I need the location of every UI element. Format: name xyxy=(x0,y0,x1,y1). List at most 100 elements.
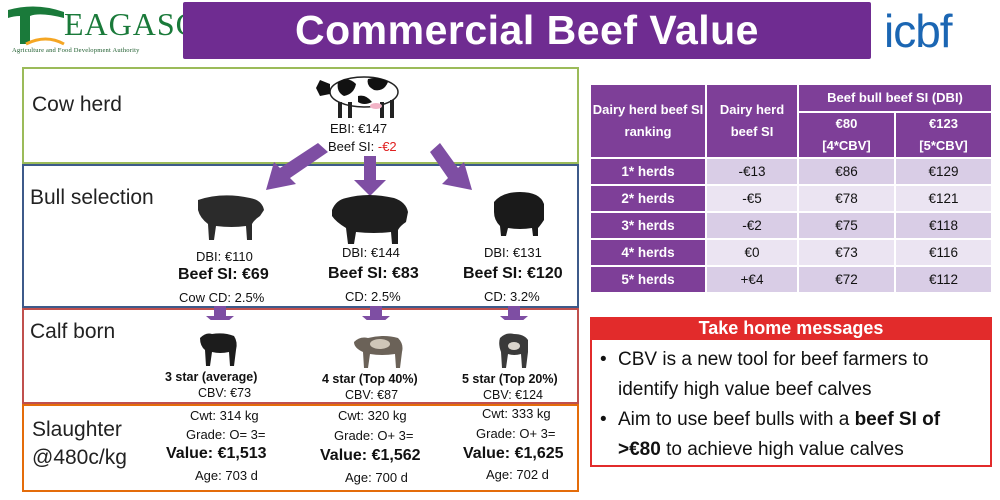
header-dbi-80: €80 [4*CBV] xyxy=(798,112,895,158)
row-dbi-80: €86 xyxy=(798,158,895,185)
row-herd: 3* herds xyxy=(590,212,706,239)
header-dbi-80-cbv: [4*CBV] xyxy=(822,138,871,153)
cow-beef-si: Beef SI: -€2 xyxy=(328,139,397,154)
arrow-cow-to-bull-center xyxy=(354,156,386,196)
take-home-box: Take home messages • CBV is a new tool f… xyxy=(590,317,992,467)
row-dbi-123: €112 xyxy=(895,266,992,293)
header: EAGASC Agriculture and Food Development … xyxy=(0,0,1000,62)
row-herd-si: -€13 xyxy=(706,158,798,185)
table-row: 3* herds -€2 €75 €118 xyxy=(590,212,992,239)
arrow-bull-to-calf-center xyxy=(362,306,390,320)
bull-3-cd: CD: 3.2% xyxy=(484,289,540,304)
header-dbi-123: €123 [5*CBV] xyxy=(895,112,992,158)
slaughter-2-cwt: Cwt: 320 kg xyxy=(338,408,407,423)
table-row: 1* herds -€13 €86 €129 xyxy=(590,158,992,185)
list-item: • CBV is a new tool for beef farmers to … xyxy=(600,345,986,405)
slaughter-2-grade: Grade: O+ 3= xyxy=(334,428,414,443)
row-dbi-80: €78 xyxy=(798,185,895,212)
header-dbi-123-value: €123 xyxy=(929,116,958,131)
bull-2-beef-si: Beef SI: €83 xyxy=(328,265,419,282)
slaughter-3-grade: Grade: O+ 3= xyxy=(476,426,556,441)
bull-selection-label: Bull selection xyxy=(30,186,154,209)
calf-2-cbv: CBV: €87 xyxy=(345,388,399,402)
row-dbi-123: €116 xyxy=(895,239,992,266)
header-bull-beef-si-group: Beef bull beef SI (DBI) xyxy=(798,84,992,112)
header-dbi-123-cbv: [5*CBV] xyxy=(919,138,968,153)
table-row: 5* herds +€4 €72 €112 xyxy=(590,266,992,293)
slaughter-3-value: Value: €1,625 xyxy=(463,445,564,462)
bull-1-beef-si: Beef SI: €69 xyxy=(178,266,269,283)
arrow-bull-to-calf-right xyxy=(500,306,528,320)
calf-2-stars: 4 star (Top 40%) xyxy=(322,372,418,386)
bullet-icon: • xyxy=(600,409,607,430)
cow-beef-si-label: Beef SI: xyxy=(328,139,378,154)
take-home-list: • CBV is a new tool for beef farmers to … xyxy=(600,345,986,465)
calf-3-icon xyxy=(499,333,528,368)
take-home-title: Take home messages xyxy=(590,317,992,340)
arrow-bull-to-calf-left xyxy=(206,306,234,320)
slaughter-3-age: Age: 702 d xyxy=(486,467,549,482)
header-herd-beef-si: Dairy herd beef SI xyxy=(706,84,798,158)
row-dbi-80: €72 xyxy=(798,266,895,293)
calf-1-stars: 3 star (average) xyxy=(165,370,258,384)
calf-born-section: Calf born xyxy=(22,308,579,404)
page-title: Commercial Beef Value xyxy=(295,7,759,53)
message-2-bold: beef SI of >€80 xyxy=(618,409,941,460)
slaughter-1-grade: Grade: O= 3= xyxy=(186,427,266,442)
row-herd-si: -€5 xyxy=(706,185,798,212)
message-2-post: to achieve high value calves xyxy=(660,439,904,460)
beef-si-table: Dairy herd beef SI ranking Dairy herd be… xyxy=(590,84,992,293)
row-dbi-123: €129 xyxy=(895,158,992,185)
arrow-cow-to-bull-left xyxy=(266,143,328,190)
slaughter-section: Slaughter @480c/kg xyxy=(22,404,579,492)
slaughter-price-label: @480c/kg xyxy=(32,446,127,469)
list-item: • Aim to use beef bulls with a beef SI o… xyxy=(600,405,986,465)
calf-1-icon xyxy=(200,333,237,366)
row-dbi-123: €118 xyxy=(895,212,992,239)
message-2-pre: Aim to use beef bulls with a xyxy=(618,409,855,430)
slaughter-3-cwt: Cwt: 333 kg xyxy=(482,406,551,421)
row-herd-si: -€2 xyxy=(706,212,798,239)
calf-3-stars: 5 star (Top 20%) xyxy=(462,372,558,386)
bull-3-dbi: DBI: €131 xyxy=(484,245,542,260)
header-dbi-80-value: €80 xyxy=(835,116,858,131)
teagasc-t-logo-icon xyxy=(8,6,65,46)
row-herd-si: €0 xyxy=(706,239,798,266)
row-herd: 1* herds xyxy=(590,158,706,185)
bull-1-dbi: DBI: €110 xyxy=(196,249,253,264)
bull-2-dbi: DBI: €144 xyxy=(342,245,400,260)
slaughter-2-value: Value: €1,562 xyxy=(320,447,421,464)
flow-arrows xyxy=(206,143,528,320)
bull-2-cd: CD: 2.5% xyxy=(345,289,401,304)
cow-ebi: EBI: €147 xyxy=(330,121,388,136)
message-1: CBV is a new tool for beef farmers to id… xyxy=(618,349,929,400)
bull-3-beef-si: Beef SI: €120 xyxy=(463,265,563,282)
row-herd: 2* herds xyxy=(590,185,706,212)
row-herd-si: +€4 xyxy=(706,266,798,293)
calf-3-cbv: CBV: €124 xyxy=(483,388,543,402)
bull-1-cd: Cow CD: 2.5% xyxy=(179,290,265,305)
slaughter-label: Slaughter xyxy=(32,418,122,441)
calf-2-icon xyxy=(354,336,403,368)
teagasc-tagline: Agriculture and Food Development Authori… xyxy=(12,47,140,54)
row-herd: 5* herds xyxy=(590,266,706,293)
icbf-name: icbf xyxy=(884,5,953,57)
slaughter-1-value: Value: €1,513 xyxy=(166,445,267,462)
calf-1-cbv: CBV: €73 xyxy=(198,386,252,400)
title-bar: Commercial Beef Value xyxy=(183,2,871,59)
row-dbi-123: €121 xyxy=(895,185,992,212)
slaughter-1-cwt: Cwt: 314 kg xyxy=(190,408,259,423)
table-row: 4* herds €0 €73 €116 xyxy=(590,239,992,266)
teagasc-name: EAGASC xyxy=(64,6,199,42)
calf-born-label: Calf born xyxy=(30,320,116,343)
icbf-logo: icbf xyxy=(880,4,996,58)
bull-2-icon xyxy=(332,195,408,244)
cow-beef-si-value: -€2 xyxy=(377,139,397,154)
holstein-cow-icon xyxy=(316,76,399,118)
slaughter-1-age: Age: 703 d xyxy=(195,468,258,483)
arrow-cow-to-bull-right xyxy=(430,143,472,190)
header-herd-ranking: Dairy herd beef SI ranking xyxy=(590,84,706,158)
slaughter-2-age: Age: 700 d xyxy=(345,470,408,485)
bull-1-icon xyxy=(198,195,264,240)
